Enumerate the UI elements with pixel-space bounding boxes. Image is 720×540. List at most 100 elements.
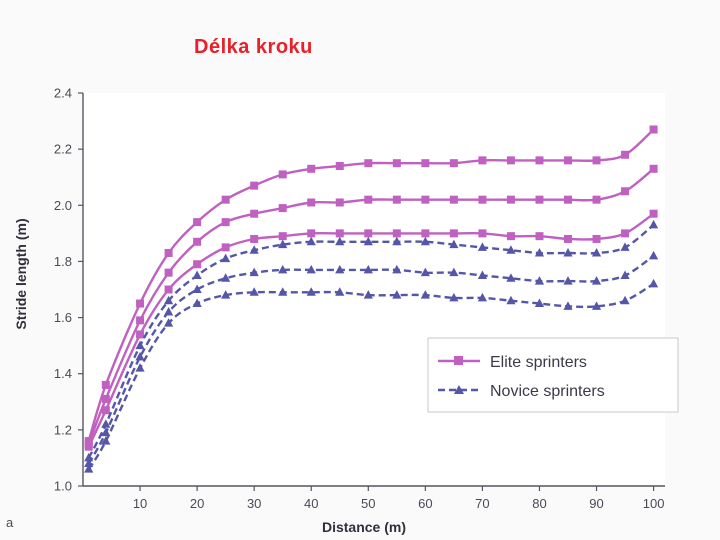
novice-point xyxy=(163,295,174,305)
legend-novice-label: Novice sprinters xyxy=(490,383,605,400)
elite-point xyxy=(478,156,487,165)
y-tick-label: 2.4 xyxy=(54,86,72,101)
novice-point xyxy=(534,298,545,308)
elite-point xyxy=(649,209,658,218)
elite-point xyxy=(193,237,202,246)
novice-point xyxy=(306,287,316,296)
novice-point xyxy=(420,267,430,277)
elite-point xyxy=(335,229,344,238)
elite-point xyxy=(478,229,487,238)
elite-point xyxy=(250,181,259,190)
novice-point xyxy=(620,270,630,279)
novice-point xyxy=(420,236,430,246)
novice-point xyxy=(135,363,145,372)
elite-point xyxy=(250,209,259,218)
elite-point xyxy=(101,406,110,415)
novice-point xyxy=(534,276,545,285)
corner-mark: a xyxy=(6,515,14,530)
novice-point xyxy=(335,287,345,296)
y-tick-label: 1.6 xyxy=(54,310,72,325)
x-axis-title: Distance (m) xyxy=(322,519,406,535)
x-tick-label: 90 xyxy=(589,496,603,511)
elite-point xyxy=(564,156,572,165)
novice-point xyxy=(506,245,516,254)
elite-point xyxy=(221,218,230,227)
y-tick-label: 1.4 xyxy=(54,366,72,381)
legend-elite-label: Elite sprinters xyxy=(490,354,587,371)
elite-point xyxy=(506,195,515,204)
elite-point xyxy=(307,229,316,238)
elite-point xyxy=(364,229,373,238)
novice-point xyxy=(249,267,259,277)
elite-point xyxy=(421,229,430,238)
novice-point xyxy=(449,292,459,302)
elite-point xyxy=(164,268,173,277)
elite-point xyxy=(506,232,515,241)
elite-series-2 xyxy=(84,164,658,448)
x-tick-label: 40 xyxy=(304,496,318,511)
x-tick-label: 100 xyxy=(643,496,665,511)
novice-point xyxy=(648,250,659,260)
novice-point xyxy=(306,264,316,274)
novice-point xyxy=(648,219,659,229)
novice-series-6 xyxy=(84,278,659,473)
x-tick-label: 20 xyxy=(190,496,204,511)
elite-point xyxy=(84,442,93,451)
x-tick-label: 60 xyxy=(418,496,432,511)
novice-series-4 xyxy=(84,219,659,462)
elite-point xyxy=(564,195,572,204)
elite-point xyxy=(307,198,316,207)
novice-point xyxy=(221,290,231,299)
elite-point xyxy=(535,232,544,241)
legend: Elite sprinters Novice sprinters xyxy=(427,337,679,413)
novice-point xyxy=(392,290,402,299)
legend-novice-marker xyxy=(454,385,464,394)
novice-point xyxy=(101,436,111,445)
novice-point xyxy=(449,239,459,249)
legend-elite-marker xyxy=(454,356,463,365)
novice-point xyxy=(591,248,602,257)
elite-point xyxy=(649,164,658,173)
novice-point xyxy=(506,273,516,282)
novice-point xyxy=(591,301,602,310)
y-tick-label: 2.0 xyxy=(54,198,72,213)
elite-point xyxy=(136,299,145,308)
elite-point xyxy=(164,249,173,258)
elite-point xyxy=(221,195,230,204)
novice-point xyxy=(363,290,373,299)
slide-title: Délka kroku xyxy=(194,36,313,58)
legend-box xyxy=(427,337,679,413)
elite-point xyxy=(392,159,401,168)
elite-point xyxy=(392,229,401,238)
x-tick-label: 30 xyxy=(247,496,261,511)
elite-point xyxy=(164,285,173,294)
novice-point xyxy=(278,239,288,249)
elite-series-3 xyxy=(84,209,658,451)
elite-point xyxy=(621,187,630,196)
novice-point xyxy=(648,278,659,288)
novice-point xyxy=(221,273,231,282)
novice-line xyxy=(87,254,655,465)
elite-point xyxy=(101,394,110,403)
novice-point xyxy=(620,242,630,251)
novice-point xyxy=(591,276,602,285)
elite-point xyxy=(592,156,601,165)
elite-point xyxy=(535,195,544,204)
novice-point xyxy=(192,298,202,308)
elite-point xyxy=(193,218,202,227)
elite-point xyxy=(421,159,430,168)
elite-point xyxy=(506,156,515,165)
novice-point xyxy=(335,264,345,274)
novice-point xyxy=(278,264,288,274)
novice-point xyxy=(221,253,231,263)
novice-point xyxy=(392,264,402,274)
novice-point xyxy=(135,351,145,361)
elite-point xyxy=(478,195,487,204)
elite-point xyxy=(449,159,458,168)
elite-series-1 xyxy=(84,125,658,446)
novice-point xyxy=(101,419,111,428)
elite-point xyxy=(449,195,458,204)
y-axis-title: Stride length (m) xyxy=(13,218,29,329)
elite-point xyxy=(364,159,373,168)
